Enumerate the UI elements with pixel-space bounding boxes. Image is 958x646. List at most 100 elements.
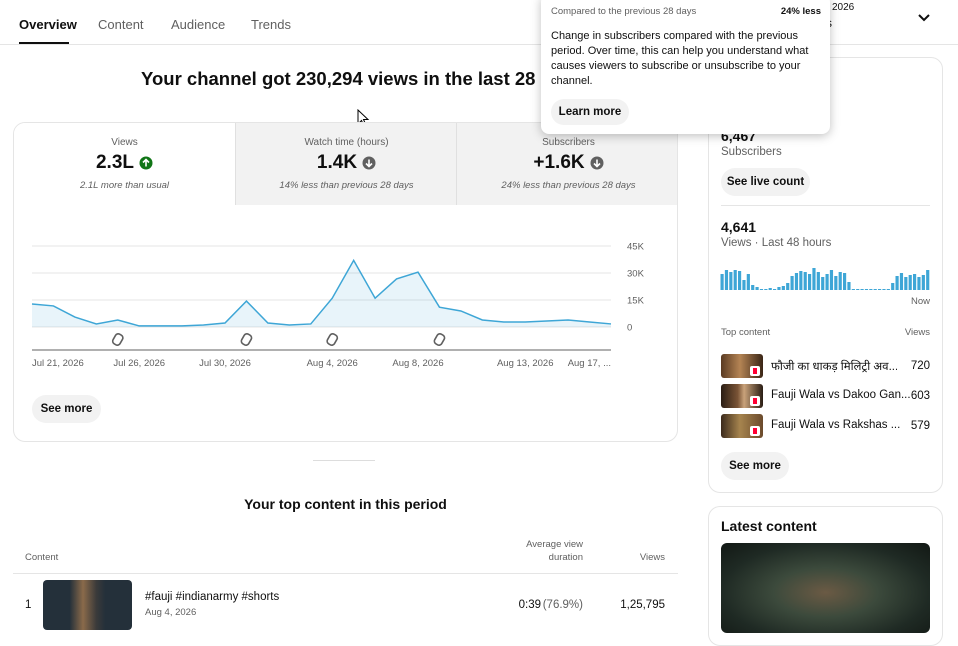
see-more-button[interactable]: See more [721, 452, 789, 480]
avg-percent: (76.9%) [542, 599, 583, 611]
realtime-bar [851, 289, 855, 290]
realtime-bar [921, 275, 925, 290]
tooltip: Compared to the previous 28 days 24% les… [541, 0, 830, 134]
avg-duration: 0:39 [518, 599, 541, 611]
thumbnail[interactable] [43, 580, 132, 630]
area [32, 260, 611, 327]
tooltip-change: 24% less [780, 6, 821, 17]
date-range: 2026 [832, 2, 855, 13]
realtime-bar [738, 271, 742, 290]
realtime-bar [742, 280, 746, 290]
realtime-bar [913, 274, 917, 290]
x-tick-label: Aug 13, 2026 [497, 358, 554, 369]
overview-card: Views 2.3L 2.1L more than usual Watch ti… [13, 122, 678, 442]
realtime-bar [751, 285, 755, 290]
metric-value: 1.4K [316, 152, 358, 173]
now-label: Now [910, 296, 930, 307]
realtime-bar [825, 274, 829, 290]
line-chart: 0 15K 30K 45K Jul 21, 2026 Jul 26, 2026 Jul 30… [31, 242, 645, 369]
realtime-bar [816, 272, 820, 290]
x-tick-label: Aug 17, ... [568, 358, 611, 369]
realtime-bar [856, 289, 860, 290]
content-views: 603 [910, 390, 930, 402]
realtime-bar [724, 270, 729, 290]
realtime-bar [834, 276, 838, 290]
content-views: 720 [910, 360, 930, 372]
tab[interactable]: Overview [19, 17, 77, 32]
content-date: Aug 4, 2026 [145, 607, 197, 618]
realtime-bar [904, 277, 908, 290]
realtime-bar [829, 270, 834, 290]
divider [721, 205, 930, 206]
tab[interactable]: Audience [171, 17, 226, 32]
content-title[interactable]: Fauji Wala vs Rakshas ... [771, 419, 901, 431]
content-title[interactable]: फौजी का धाकड़ मिलिट्री अव... [771, 361, 897, 373]
shorts-marker [111, 333, 124, 346]
shorts-marker [433, 333, 446, 346]
header-divider [0, 44, 958, 45]
realtime-bar [847, 282, 851, 290]
metric-note: 14% less than previous 28 days [279, 180, 414, 191]
shorts-badge [750, 426, 760, 436]
shorts-marker [326, 333, 339, 346]
line [31, 258, 612, 327]
content-views: 1,25,795 [620, 599, 665, 611]
content-title[interactable]: Fauji Wala vs Dakoo Gan... [771, 389, 911, 401]
metric-value: +1.6K [533, 152, 585, 173]
realtime-bar [759, 289, 764, 290]
metric-tile[interactable]: Subscribers +1.6K 24% less than previous… [456, 123, 677, 205]
tab[interactable]: Trends [251, 17, 291, 32]
see-more-button[interactable]: See more [32, 395, 101, 423]
x-tick-label: Jul 26, 2026 [113, 358, 165, 369]
metric-label: Views [111, 137, 138, 148]
realtime-bar [799, 271, 803, 290]
dropdown-chevron[interactable] [917, 11, 931, 25]
metric-note: 2.1L more than usual [79, 180, 170, 191]
realtime-bar [908, 275, 912, 290]
views-count: 4,641 [721, 219, 757, 235]
metric-label: Watch time (hours) [304, 137, 389, 148]
metric-label: Subscribers [542, 137, 595, 148]
latest-thumbnail[interactable] [721, 543, 930, 633]
x-tick-label: Aug 4, 2026 [307, 358, 358, 369]
trend-icon [139, 156, 153, 170]
x-tick-label: Jul 21, 2026 [32, 358, 84, 369]
y-tick-label: 30K [627, 269, 645, 280]
y-tick-label: 45K [627, 242, 645, 253]
realtime-bar [764, 289, 768, 290]
realtime-bar [768, 288, 772, 290]
x-tick-label: Jul 30, 2026 [199, 358, 251, 369]
tab[interactable]: Content [98, 17, 144, 32]
trend-icon [590, 156, 604, 170]
realtime-bar [803, 272, 807, 290]
realtime-bar [729, 272, 733, 290]
content-title[interactable]: #fauji #indianarmy #shorts [145, 591, 280, 603]
latest-content-title: Latest content [721, 518, 817, 534]
realtime-bar [773, 289, 777, 290]
top-content-label: Top content [721, 327, 771, 338]
realtime-bar [864, 289, 869, 290]
trend-arrow [593, 159, 601, 168]
realtime-bar [720, 274, 724, 290]
tooltip-body: Change in subscribers compared with the … [551, 30, 809, 87]
realtime-bar [886, 289, 890, 290]
rank: 1 [25, 599, 32, 611]
realtime-bar [794, 273, 799, 290]
metric-tile[interactable]: Watch time (hours) 1.4K 14% less than pr… [235, 123, 457, 205]
learn-more-button[interactable]: Learn more [551, 99, 629, 125]
realtime-bar [882, 289, 886, 290]
divider [13, 573, 678, 574]
shorts-badge [750, 396, 760, 406]
realtime-bar [733, 270, 737, 290]
tooltip-compared: Compared to the previous 28 days [551, 6, 697, 17]
realtime-bar [838, 272, 842, 290]
realtime-bar [878, 289, 882, 290]
column-header: Views [639, 552, 665, 563]
realtime-bar-chart [720, 268, 930, 290]
tab-indicator [19, 42, 69, 44]
live-count-button[interactable]: See live count [721, 168, 810, 196]
metric-tile[interactable]: Views 2.3L 2.1L more than usual [14, 123, 235, 205]
y-tick-label: 15K [627, 296, 645, 307]
section-title: Your top content in this period [244, 496, 447, 512]
